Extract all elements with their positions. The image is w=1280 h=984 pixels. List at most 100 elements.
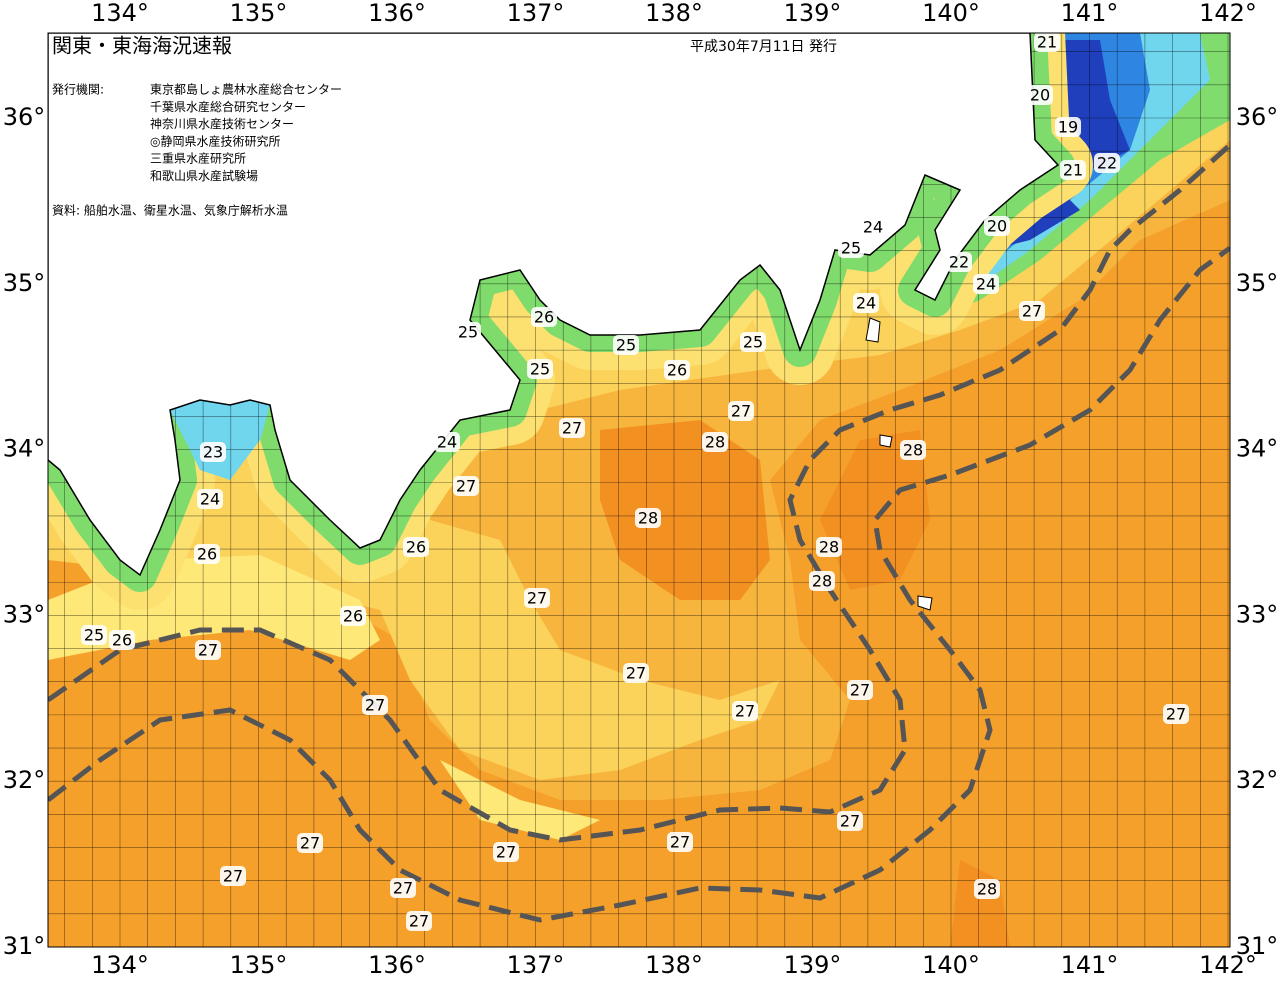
contour-label-box xyxy=(197,489,223,509)
contour-label: 26 xyxy=(667,361,687,380)
islands xyxy=(865,317,933,611)
contour-label-box xyxy=(740,332,766,352)
contour-label: 28 xyxy=(812,572,832,591)
issuer: 三重県水産研究所 xyxy=(150,151,246,166)
kii-channel xyxy=(170,400,270,480)
lon-label: 138° xyxy=(645,951,703,979)
lon-label: 139° xyxy=(784,951,842,979)
lat-label: 35° xyxy=(3,269,46,297)
contour-label-box xyxy=(559,418,585,438)
contour-label-box xyxy=(362,695,388,715)
contour-label: 27 xyxy=(562,419,582,438)
contour-label: 26 xyxy=(534,308,554,327)
contour-label-box xyxy=(109,630,135,650)
contour-label: 20 xyxy=(1030,86,1050,105)
contour-label-box xyxy=(623,663,649,683)
lon-label: 135° xyxy=(230,0,288,27)
contour-label-box xyxy=(973,274,999,294)
lat-label: 31° xyxy=(1236,932,1279,960)
contour-label-box xyxy=(613,335,639,355)
lon-label: 137° xyxy=(507,951,565,979)
contour-label: 27 xyxy=(300,834,320,853)
contour-label: 28 xyxy=(638,509,658,528)
lon-label: 142° xyxy=(1199,951,1257,979)
lat-label: 32° xyxy=(1236,766,1279,794)
contour-label-box xyxy=(635,508,661,528)
contour-label-box xyxy=(340,606,366,626)
lat-label: 34° xyxy=(3,435,46,463)
contour-label-box xyxy=(809,571,835,591)
contour-label: 23 xyxy=(203,443,223,462)
map-title: 関東・東海海況速報 xyxy=(52,34,232,58)
contour-label: 27 xyxy=(198,641,218,660)
contour-label-box xyxy=(702,432,728,452)
lon-label: 136° xyxy=(368,0,426,27)
contour-label-box xyxy=(860,217,886,237)
contour-label-box xyxy=(434,432,460,452)
contour-label-box xyxy=(974,879,1000,899)
contour-label-box xyxy=(837,811,863,831)
issuer: 千葉県水産総合研究センター xyxy=(150,99,306,114)
contour-label: 26 xyxy=(406,538,426,557)
contour-label-box xyxy=(667,832,693,852)
contour-label-box xyxy=(838,238,864,258)
contour-label: 25 xyxy=(616,336,636,355)
contour-label: 27 xyxy=(456,477,476,496)
contour-label-box xyxy=(531,307,557,327)
contour-label: 25 xyxy=(841,239,861,258)
contour-label-box xyxy=(403,537,429,557)
lon-label: 137° xyxy=(507,0,565,27)
contour-label-box xyxy=(527,359,553,379)
contour-label: 25 xyxy=(530,360,550,379)
frame xyxy=(47,32,1231,948)
lon-label: 135° xyxy=(230,951,288,979)
contour-label-box xyxy=(816,537,842,557)
lon-label: 136° xyxy=(368,951,426,979)
lon-label: 138° xyxy=(645,0,703,27)
contour-label: 27 xyxy=(840,812,860,831)
contour-label-box xyxy=(194,544,220,564)
land xyxy=(48,33,1060,577)
contour-label-box xyxy=(81,625,107,645)
contour-label: 27 xyxy=(223,867,243,886)
lat-label: 36° xyxy=(1236,103,1279,131)
contour-label-box xyxy=(853,293,879,313)
lat-label: 31° xyxy=(3,932,46,960)
contour-label-box xyxy=(664,360,690,380)
lat-label: 34° xyxy=(1236,435,1279,463)
contour-label: 26 xyxy=(112,631,132,650)
contour-label-box xyxy=(1055,117,1081,137)
contour-label: 20 xyxy=(987,217,1007,236)
contour-label: 24 xyxy=(856,294,876,313)
contour-label-box xyxy=(1034,33,1060,52)
contour-label: 27 xyxy=(850,681,870,700)
contour-label: 21 xyxy=(1037,33,1057,52)
sea-warm-core xyxy=(600,420,1010,947)
contour-label: 28 xyxy=(977,880,997,899)
kuroshio-outer xyxy=(48,245,1230,923)
issuer: 和歌山県水産試験場 xyxy=(150,168,258,183)
lon-label: 134° xyxy=(91,951,149,979)
contour-label: 28 xyxy=(819,538,839,557)
contour-label-box xyxy=(493,842,519,862)
lat-label: 32° xyxy=(3,766,46,794)
issue-date: 平成30年7月11日 発行 xyxy=(690,39,837,55)
contour-label-box xyxy=(1163,704,1189,724)
contour-label: 27 xyxy=(409,912,429,931)
contour-label: 25 xyxy=(458,323,478,342)
contour-label: 24 xyxy=(863,218,883,237)
source: 資料: 船舶水温、衛星水温、気象庁解析水温 xyxy=(52,203,288,218)
lon-label: 134° xyxy=(91,0,149,27)
kuroshio-inner xyxy=(48,143,1230,843)
lon-label: 140° xyxy=(922,951,980,979)
contour-label-box xyxy=(220,866,246,886)
contour-label: 24 xyxy=(437,433,457,452)
contour-label: 27 xyxy=(365,696,385,715)
contour-label-box xyxy=(1060,160,1086,180)
contour-label: 24 xyxy=(976,275,996,294)
contour-label: 24 xyxy=(200,490,220,509)
contour-label: 28 xyxy=(903,441,923,460)
